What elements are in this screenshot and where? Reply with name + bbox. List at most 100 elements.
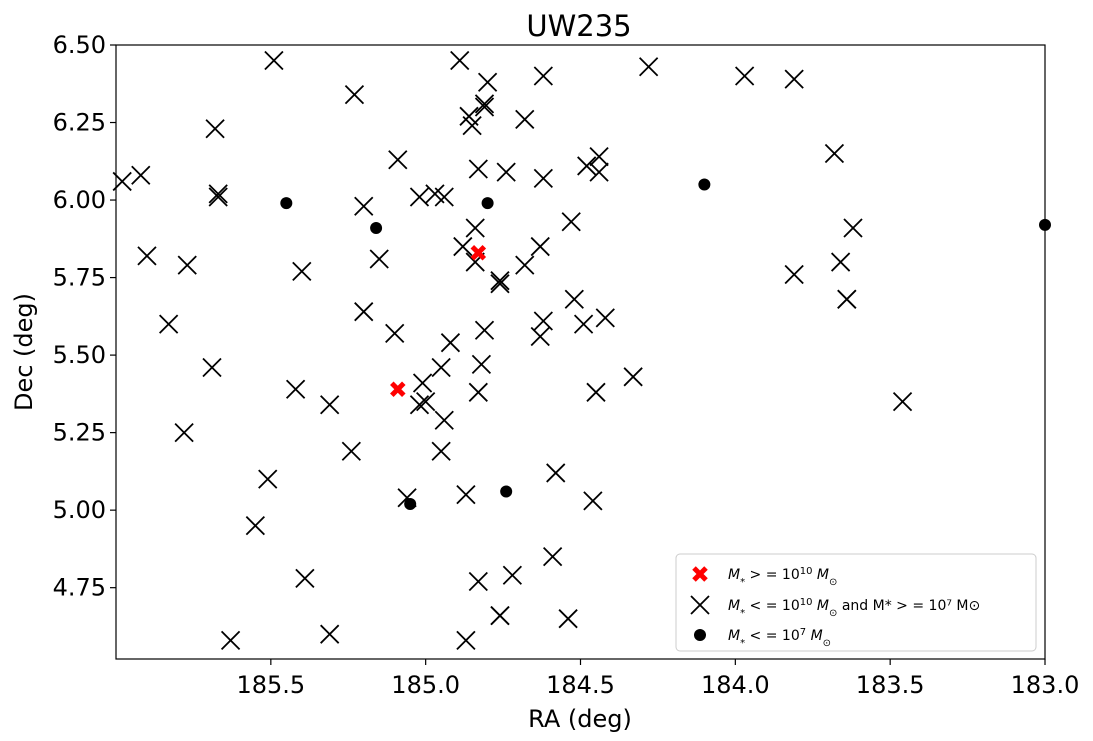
data-point-x xyxy=(530,326,550,347)
legend-marker-red-x xyxy=(692,566,708,582)
data-point-x xyxy=(533,311,553,331)
data-point-x xyxy=(784,264,804,285)
data-point-dot xyxy=(698,178,711,191)
data-point-x xyxy=(468,382,488,402)
data-point-x xyxy=(734,66,755,86)
data-point-x xyxy=(465,218,485,238)
data-point-x xyxy=(205,119,225,139)
data-point-x xyxy=(638,57,659,77)
data-point-x xyxy=(208,184,228,204)
data-point-x xyxy=(546,463,566,483)
data-point-x xyxy=(474,94,495,114)
data-point-x xyxy=(434,187,454,207)
data-point-x xyxy=(174,422,194,443)
y-tick-label: 5.50 xyxy=(53,341,106,369)
data-point-x xyxy=(496,162,516,182)
data-point-x xyxy=(837,289,857,309)
data-point-x xyxy=(258,469,278,489)
data-point-x xyxy=(558,609,578,629)
data-point-x xyxy=(409,187,430,207)
data-point-x xyxy=(456,630,476,651)
data-point-x xyxy=(320,624,340,644)
data-point-x xyxy=(462,115,482,136)
data-point-x xyxy=(354,302,374,322)
legend-entry-label: M* < = 1010 M⊙ and M* > = 10⁷ M⊙ xyxy=(728,597,980,619)
data-marks xyxy=(112,50,1051,651)
x-tick-label: 183.5 xyxy=(856,671,925,699)
data-point-x xyxy=(245,516,265,536)
data-point-x xyxy=(542,547,563,567)
legend-entry-label: M* > = 1010 M⊙ xyxy=(728,566,837,588)
y-tick-label: 5.25 xyxy=(53,419,106,447)
data-point-x xyxy=(412,373,433,393)
data-point-x xyxy=(892,391,913,412)
data-point-x xyxy=(295,568,315,589)
data-point-x xyxy=(450,50,470,71)
data-point-x xyxy=(208,187,228,207)
data-point-x xyxy=(490,271,510,291)
data-point-x xyxy=(595,308,615,328)
x-axis: 185.5 185.0 184.5 184.0 183.5 183.0 xyxy=(236,659,1079,699)
data-point-x xyxy=(440,333,461,353)
data-point-x xyxy=(589,162,609,182)
y-tick-label: 5.75 xyxy=(53,264,106,292)
data-point-x xyxy=(453,236,473,257)
y-tick-label: 5.00 xyxy=(53,496,106,524)
data-point-x xyxy=(533,66,553,86)
x-tick-label: 183.0 xyxy=(1011,671,1080,699)
y-tick-label: 6.50 xyxy=(53,31,106,59)
data-point-x xyxy=(456,485,476,505)
legend-box xyxy=(675,553,1037,652)
data-point-x xyxy=(341,441,361,461)
data-point-dot xyxy=(500,485,513,498)
data-point-dot xyxy=(370,221,383,234)
data-point-x xyxy=(564,289,584,309)
data-point-x xyxy=(320,395,340,415)
data-point-x xyxy=(388,150,408,170)
data-point-x xyxy=(502,565,523,585)
data-point-x xyxy=(264,50,284,71)
data-point-x xyxy=(477,72,498,92)
data-point-x xyxy=(474,320,495,340)
data-point-x xyxy=(824,143,845,164)
x-tick-label: 184.5 xyxy=(546,671,615,699)
data-point-x xyxy=(385,323,405,344)
data-point-x xyxy=(623,367,643,387)
data-point-x xyxy=(354,196,374,216)
data-point-x xyxy=(586,382,606,402)
legend-entry-label: M* < = 107 M⊙ xyxy=(728,627,831,649)
data-point-x xyxy=(131,165,151,185)
data-point-x xyxy=(515,109,535,130)
data-point-x xyxy=(583,491,603,511)
data-point-x xyxy=(843,218,863,238)
data-point-x xyxy=(137,246,157,266)
data-point-x xyxy=(431,357,451,378)
data-point-x xyxy=(159,314,179,334)
data-point-x xyxy=(177,255,197,275)
data-point-x xyxy=(515,255,535,275)
data-point-dot xyxy=(280,197,293,210)
y-tick-label: 6.25 xyxy=(53,109,106,137)
data-point-dot xyxy=(481,197,494,210)
data-point-red-x xyxy=(390,381,406,397)
x-tick-label: 185.0 xyxy=(391,671,460,699)
x-axis-label: RA (deg) xyxy=(528,705,632,733)
data-point-x xyxy=(292,261,312,282)
x-tick-label: 184.0 xyxy=(701,671,770,699)
data-point-x xyxy=(490,605,510,626)
data-point-x xyxy=(202,357,222,378)
data-point-x xyxy=(561,212,581,232)
data-point-x xyxy=(416,391,436,412)
data-point-x xyxy=(784,69,804,89)
y-tick-label: 4.75 xyxy=(53,574,106,602)
data-point-x xyxy=(490,274,510,294)
data-point-x xyxy=(533,168,553,188)
data-point-red-x xyxy=(470,244,487,261)
legend-marker-x xyxy=(690,595,710,615)
data-point-x xyxy=(431,441,451,461)
data-point-x xyxy=(830,252,851,272)
y-axis: 4.75 5.00 5.25 5.50 5.75 6.00 6.25 6.50 xyxy=(53,31,116,602)
legend: M* > = 1010 M⊙ M* < = 1010 M⊙ and M* > = … xyxy=(675,553,1037,652)
data-point-x xyxy=(220,630,241,651)
data-point-x xyxy=(344,84,365,105)
